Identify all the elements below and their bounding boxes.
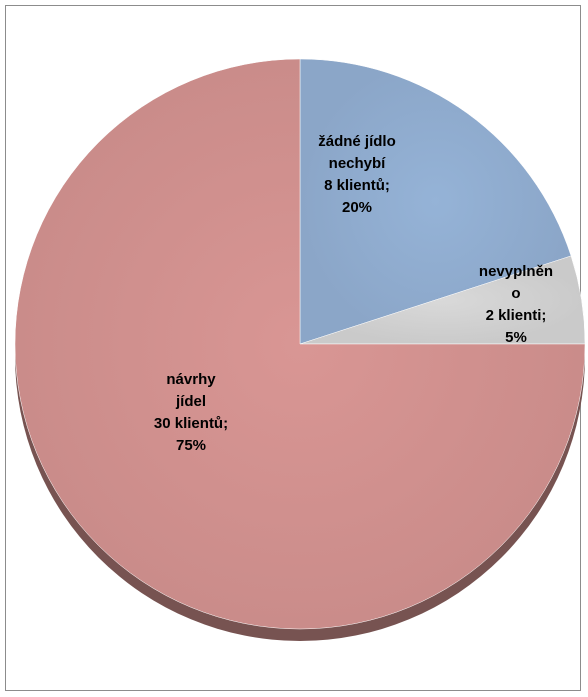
- data-label-line: o: [511, 285, 520, 302]
- data-label-line: 75%: [176, 437, 206, 454]
- data-label-line: nechybí: [329, 155, 387, 172]
- data-label-line: žádné jídlo: [318, 133, 396, 150]
- data-label-1: žádné jídlo nechybí 8 klientů; 20%: [318, 133, 396, 216]
- data-label-line: návrhy: [166, 371, 216, 388]
- data-label-2: nevyplněn o 2 klienti; 5%: [479, 263, 553, 346]
- data-label-line: 30 klientů;: [154, 415, 228, 432]
- pie-slice-3: [14, 58, 586, 630]
- pie-slice-1: [299, 58, 572, 345]
- data-label-line: 2 klienti;: [486, 307, 547, 324]
- data-label-3: návrhy jídel 30 klientů; 75%: [154, 371, 228, 454]
- data-label-line: 20%: [342, 199, 372, 216]
- data-label-line: 5%: [505, 329, 527, 346]
- data-label-line: 8 klientů;: [324, 177, 390, 194]
- data-label-line: jídel: [175, 393, 206, 410]
- data-label-line: nevyplněn: [479, 263, 553, 280]
